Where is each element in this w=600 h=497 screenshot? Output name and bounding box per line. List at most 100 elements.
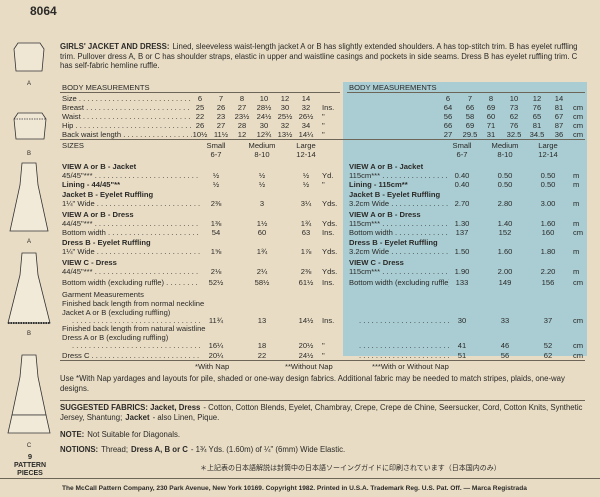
row-label: VIEW A or B - Dress — [349, 210, 421, 219]
row-label: Back waist length — [62, 130, 192, 139]
row-label: VIEW C - Dress — [349, 258, 404, 267]
unit: Yds. — [322, 267, 338, 276]
cell: 24½ — [256, 112, 272, 121]
cell: 1.40 — [497, 219, 513, 228]
unit: cm — [573, 228, 584, 237]
cell: 152 — [498, 228, 512, 237]
cell: 26 — [216, 103, 226, 112]
leader — [72, 341, 200, 350]
row-label: 3.2cm Wide — [349, 199, 449, 208]
cell: 37 — [543, 316, 553, 325]
cell: 14 — [301, 94, 311, 103]
row-label: Lining - 44/45"** — [62, 180, 121, 189]
cell: 3 — [259, 199, 265, 208]
size-range: 8-10 — [254, 150, 270, 159]
cell: 6 — [197, 94, 203, 103]
nap-note: ***With or Without Nap — [372, 362, 449, 371]
view-label: A — [26, 239, 32, 245]
row-label: Dress B - Eyelet Ruffling — [349, 238, 438, 247]
cell: 2.00 — [497, 267, 513, 276]
intro-text: GIRLS' JACKET AND DRESS: — [60, 42, 170, 51]
cell: 66 — [443, 121, 453, 130]
view-label: B — [26, 331, 32, 337]
pattern-count: 9 — [27, 452, 33, 461]
leader — [359, 351, 449, 360]
cell: 69 — [486, 103, 496, 112]
size-range: 8-10 — [497, 150, 513, 159]
unit: cm — [573, 351, 584, 360]
cell: 64 — [443, 103, 453, 112]
cell: 8 — [239, 94, 245, 103]
cell: 76 — [509, 121, 519, 130]
row-label: 44/45"*** — [62, 267, 200, 276]
dress-b-sketch — [7, 252, 51, 324]
unit: cm — [573, 341, 584, 350]
cell: 52 — [543, 341, 553, 350]
cell: 13½ — [277, 130, 293, 139]
paragraph-text: - 1¾ Yds. (1.60m) of ¼" (6mm) Wide Elast… — [190, 445, 346, 454]
cell: 28 — [237, 121, 247, 130]
row-label: VIEW C - Dress — [62, 258, 117, 267]
size-name: Large — [296, 141, 316, 150]
cell: 12¾ — [256, 130, 272, 139]
unit: Ins. — [322, 278, 335, 287]
view-label: B — [26, 151, 32, 157]
cell: 32.5 — [506, 130, 522, 139]
cell: 149 — [498, 278, 512, 287]
paragraph-text: Dress A, B or C — [131, 445, 188, 454]
cell: 76 — [532, 103, 542, 112]
cell: 133 — [455, 278, 469, 287]
cell: 2.80 — [497, 199, 513, 208]
cell: 1.60 — [497, 247, 513, 256]
jacket-b-sketch — [13, 112, 47, 140]
cell: 34 — [301, 121, 311, 130]
unit: " — [322, 112, 325, 121]
row-label: Breast — [62, 103, 192, 112]
cell: 56 — [443, 112, 453, 121]
row-label: 3.2cm Wide — [349, 247, 449, 256]
cell: 29.5 — [462, 130, 478, 139]
cell: 69 — [465, 121, 475, 130]
cell: 51 — [457, 351, 467, 360]
row-label: Dress C — [62, 351, 200, 360]
size-range: 12-14 — [538, 150, 558, 159]
cell: 10 — [509, 94, 519, 103]
table-title: BODY MEASUREMENTS — [62, 83, 150, 92]
row-label: 45/45"*** — [62, 171, 200, 180]
unit: cm — [573, 130, 584, 139]
unit: " — [322, 130, 325, 139]
row-label: Bottom width — [62, 228, 200, 237]
row-label: 1¼" Wide — [62, 199, 200, 208]
paragraph-text: - also Linen, Pique. — [152, 412, 220, 422]
cell: 0.50 — [540, 171, 556, 180]
intro-text: Lined, sleeveless waist-length jacket A … — [60, 42, 578, 71]
cell: 32 — [280, 121, 290, 130]
size-name: Small — [206, 141, 226, 150]
unit: Ins. — [322, 228, 335, 237]
row-label: VIEW A or B - Dress — [62, 210, 134, 219]
rule — [60, 92, 340, 93]
leader — [359, 316, 449, 325]
row-label: Bottom width (excluding ruffle) — [349, 278, 449, 287]
footer: The McCall Pattern Company, 230 Park Ave… — [62, 485, 527, 492]
cell: 31 — [486, 130, 496, 139]
cell: 16¼ — [208, 341, 224, 350]
illustrations — [7, 42, 51, 434]
paragraph-text: SUGGESTED FABRICS: Jacket, Dress — [60, 403, 201, 412]
cell: 24½ — [298, 351, 314, 360]
paragraph: NOTIONS: Thread; Dress A, B or C- 1¾ Yds. … — [60, 445, 585, 455]
cell: 46 — [500, 341, 510, 350]
size-name: Medium — [491, 141, 519, 150]
cell: ½ — [302, 180, 310, 189]
hem-ruffle — [7, 414, 51, 434]
cell: 0.50 — [497, 171, 513, 180]
cell: 2⅛ — [210, 267, 222, 276]
cell: 0.40 — [454, 180, 470, 189]
cell: 20½ — [298, 341, 314, 350]
cell: 28½ — [256, 103, 272, 112]
pattern-number: 8064 — [30, 4, 57, 18]
cell: 3¼ — [300, 199, 312, 208]
unit: m — [573, 199, 580, 208]
unit: Yds. — [322, 219, 338, 228]
unit: cm — [573, 121, 584, 130]
